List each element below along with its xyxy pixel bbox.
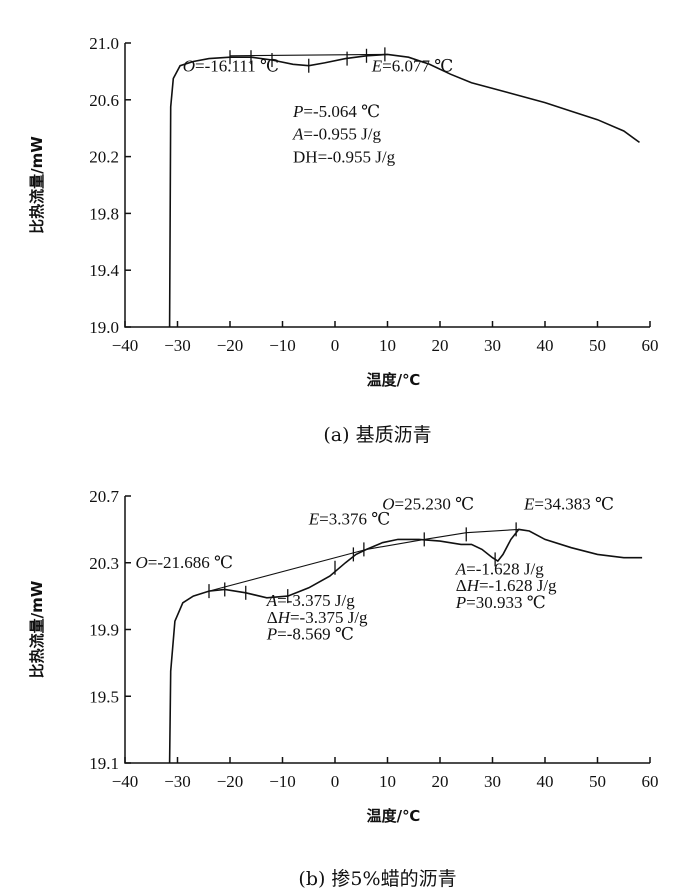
heat-flow-curve: [168, 53, 640, 328]
annotation: E=34.383 ℃: [523, 494, 614, 513]
axes: [124, 496, 650, 764]
y-tick-label: 20.7: [89, 487, 119, 506]
x-tick-label: −20: [217, 336, 244, 355]
y-tick-label: 19.5: [89, 687, 119, 706]
y-tick-label: 19.9: [89, 621, 119, 640]
x-tick-label: 20: [432, 336, 449, 355]
y-tick-label: 19.8: [89, 204, 119, 223]
x-tick-label: −20: [217, 772, 244, 791]
y-tick-label: 19.0: [89, 318, 119, 337]
x-tick-label: 40: [537, 772, 554, 791]
annotation: O=-16.111 ℃: [183, 56, 279, 75]
x-tick-label: 50: [589, 336, 606, 355]
x-tick-label: −40: [112, 772, 139, 791]
annotation: O=-21.686 ℃: [136, 553, 234, 572]
x-tick-label: 10: [379, 336, 396, 355]
y-tick-label: 21.0: [89, 34, 119, 53]
x-tick-label: −30: [164, 772, 191, 791]
x-axis-label: 温度/℃: [367, 371, 421, 389]
x-tick-label: 60: [642, 772, 659, 791]
integration-baseline: [229, 53, 388, 57]
chart-caption: (b) 掺5%蜡的沥青: [298, 868, 456, 890]
x-tick-label: 40: [537, 336, 554, 355]
annotation: P=-5.064 ℃: [292, 102, 380, 121]
heat-flow-curve: [168, 528, 643, 764]
annotation: A=-3.375 J/g: [266, 591, 355, 610]
x-tick-label: 0: [331, 336, 340, 355]
chart-caption: (a) 基质沥青: [323, 424, 431, 446]
annotation: DH=-0.955 J/g: [293, 147, 396, 166]
x-tick-label: 50: [589, 772, 606, 791]
y-axis-label: 比热流量/mW: [28, 580, 46, 678]
y-tick-label: 20.3: [89, 554, 119, 573]
x-tick-label: −30: [164, 336, 191, 355]
annotation: ΔH=-1.628 J/g: [456, 576, 557, 595]
y-tick-label: 19.1: [89, 754, 119, 773]
x-axis-label: 温度/℃: [367, 807, 421, 825]
x-tick-label: 30: [484, 772, 501, 791]
x-tick-label: 0: [331, 772, 340, 791]
annotation: E=3.376 ℃: [308, 509, 391, 528]
x-tick-label: −10: [269, 772, 296, 791]
chart-a: −40 −30 −20 −10 0 10 20 30 40 50 60 19.0 19.4 19.8 20.…: [28, 34, 659, 446]
x-tick-label: 30: [484, 336, 501, 355]
chart-b: −40 −30 −20 −10 0 10 20 30 40 50 60 19.1 19.5 19.9 20.…: [28, 487, 659, 890]
annotation: E=6.077 ℃: [371, 56, 454, 75]
annotation: P=30.933 ℃: [455, 593, 546, 612]
annotation: A=-1.628 J/g: [455, 559, 544, 578]
annotation: P=-8.569 ℃: [266, 625, 354, 644]
annotation: O=25.230 ℃: [382, 494, 474, 513]
x-tick-label: 60: [642, 336, 659, 355]
x-tick-label: −40: [112, 336, 139, 355]
x-tick-label: −10: [269, 336, 296, 355]
y-tick-label: 20.2: [89, 148, 119, 167]
y-axis-label: 比热流量/mW: [28, 136, 46, 234]
annotation: A=-0.955 J/g: [292, 125, 381, 144]
x-tick-label: 20: [432, 772, 449, 791]
axes: [124, 43, 650, 328]
annotation: ΔH=-3.375 J/g: [267, 608, 368, 627]
y-tick-label: 19.4: [89, 261, 119, 280]
y-tick-label: 20.6: [89, 91, 119, 110]
x-tick-label: 10: [379, 772, 396, 791]
